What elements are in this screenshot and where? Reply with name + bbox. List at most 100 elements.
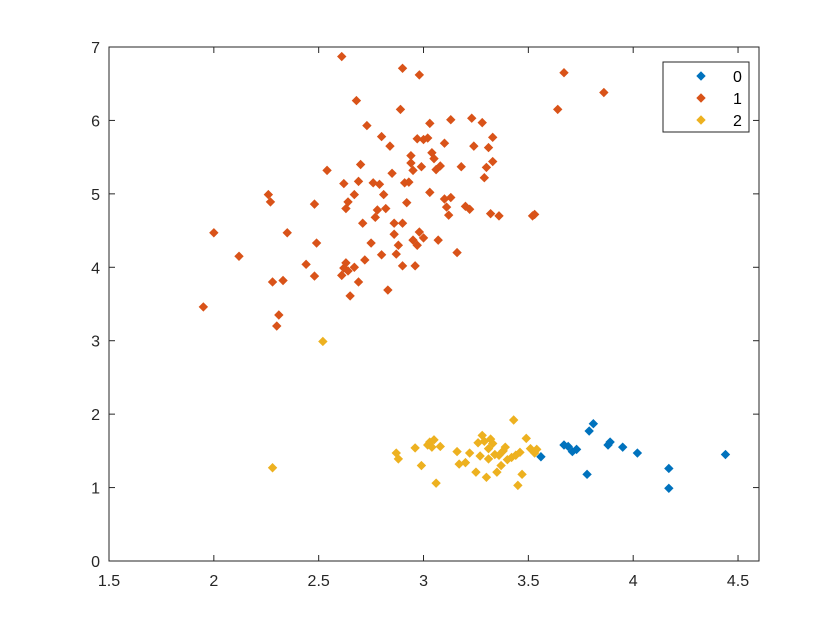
series-1-point	[467, 113, 477, 123]
series-1-point	[366, 238, 376, 248]
series-2-point	[429, 435, 439, 445]
series-1-point	[353, 277, 364, 287]
series-1-point	[376, 250, 387, 260]
series-2-point	[431, 478, 441, 488]
y-tick-label: 5	[91, 187, 100, 204]
series-1-point	[446, 192, 456, 203]
legend-marker-1	[696, 93, 706, 103]
series-1-point	[477, 117, 487, 128]
series-1-point	[345, 291, 355, 301]
series-1-point	[433, 235, 443, 245]
x-tick-label: 1.5	[98, 573, 120, 590]
series-1-point	[402, 197, 412, 208]
series-1-point	[267, 277, 278, 287]
series-1-point	[488, 132, 498, 143]
legend-label-1: 1	[733, 91, 742, 108]
series-1-point	[479, 172, 490, 183]
series-1-point	[599, 87, 609, 98]
series-2-point	[517, 469, 527, 480]
series-1-point	[412, 240, 422, 250]
series-2-point	[481, 472, 492, 482]
series-1-point	[339, 178, 349, 189]
series-1-point	[360, 255, 370, 265]
series-1-point	[209, 228, 219, 238]
series-2-point	[267, 463, 278, 473]
series-1-point	[469, 141, 479, 151]
x-tick-label: 4.5	[727, 573, 749, 590]
series-2-point	[521, 433, 531, 444]
series-1-point	[278, 275, 288, 286]
x-tick-label: 2.5	[308, 573, 330, 590]
series-1-point	[274, 310, 284, 320]
series-1-point	[378, 189, 389, 200]
series-1-point	[414, 70, 425, 80]
series-1-point	[343, 266, 353, 276]
legend: 0 1 2	[662, 61, 750, 133]
series-1-point	[553, 104, 563, 115]
series-2-point	[318, 336, 328, 347]
legend-box	[662, 61, 750, 133]
series-1-point	[372, 205, 383, 215]
series-0-point	[664, 483, 674, 494]
series-2-point	[393, 454, 404, 464]
series-1-point	[349, 262, 360, 272]
series-1-point	[343, 197, 353, 207]
series-1-point	[423, 133, 433, 143]
x-tick-label: 2	[209, 573, 218, 590]
series-2-point	[410, 443, 420, 453]
series-2-point	[513, 480, 523, 491]
series-1-point	[351, 95, 362, 106]
series-2-point	[475, 451, 485, 461]
series-1-point	[441, 202, 452, 212]
series-2-point	[515, 447, 525, 458]
y-tick-label: 2	[91, 407, 100, 424]
series-1-point	[397, 261, 408, 271]
y-tick-label: 4	[91, 260, 100, 277]
series-1-point	[443, 210, 454, 220]
series-1-point	[418, 233, 429, 243]
series-1-point	[309, 271, 320, 281]
series-2-point	[508, 415, 519, 425]
series-1-point	[311, 238, 322, 248]
series-1-point	[425, 118, 435, 129]
series-1-point	[309, 199, 320, 209]
series-2-point	[435, 441, 445, 452]
series-1-point	[559, 67, 569, 78]
series-1-point	[410, 261, 420, 271]
series-1-point	[452, 247, 462, 258]
series-1-point	[488, 156, 498, 167]
series-2-point	[500, 442, 510, 452]
series-1-point	[435, 161, 445, 171]
series-1-point	[397, 63, 408, 74]
series-2-point	[483, 443, 494, 454]
legend-label-0: 0	[733, 69, 742, 86]
series-0-point	[618, 442, 628, 452]
series-1-point	[464, 204, 475, 214]
axis-ticks: 1.5 2 2.5 3 3.5 4 4.5 0 1 2 3 4 5 6 7	[91, 40, 759, 590]
series-0-point	[536, 452, 546, 462]
series-1-point	[362, 120, 372, 131]
legend-marker-0	[696, 71, 706, 81]
series-1-point	[483, 142, 494, 153]
series-1-point	[494, 211, 504, 221]
y-tick-label: 7	[91, 40, 100, 57]
series-2-point	[496, 460, 506, 471]
series-1-point	[414, 227, 425, 237]
series-1-point	[374, 179, 385, 190]
series-1-point	[282, 228, 292, 238]
series-1-point	[370, 212, 380, 223]
series-0-point	[584, 426, 594, 436]
series-2-point	[492, 467, 502, 477]
x-tick-label: 3	[419, 573, 428, 590]
y-tick-label: 1	[91, 481, 100, 498]
series-1-point	[395, 104, 406, 115]
series-1-point	[406, 158, 416, 168]
series-1-point	[404, 177, 414, 187]
data-points	[198, 51, 731, 494]
y-tick-label: 6	[91, 113, 100, 130]
series-1-point	[368, 178, 378, 188]
series-1-point	[337, 51, 347, 62]
series-0-point	[582, 469, 592, 480]
series-0-point	[605, 437, 615, 447]
series-1-point	[385, 141, 395, 151]
